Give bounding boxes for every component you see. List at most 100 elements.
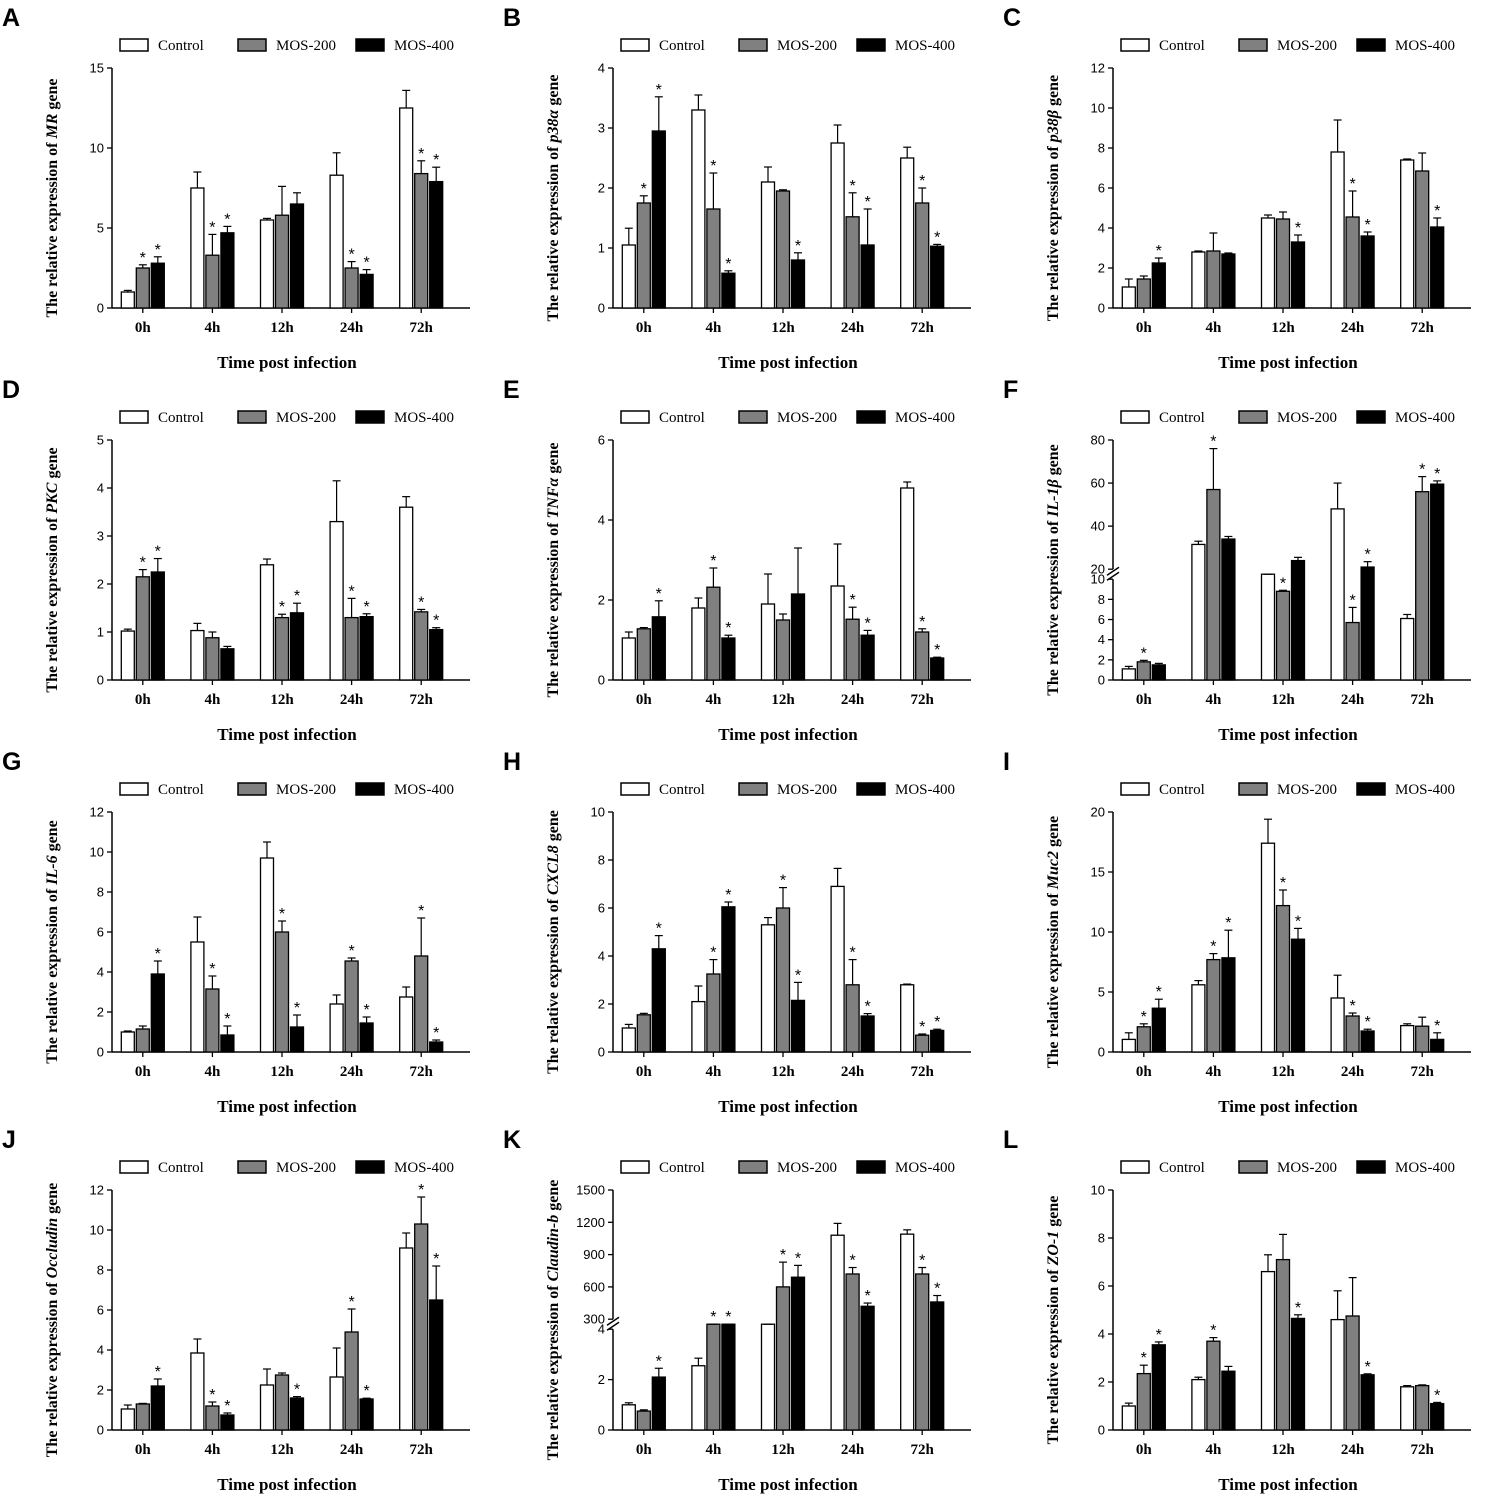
gene-name: Muc2 [1045,851,1062,890]
significance-star: * [849,178,855,195]
x-tick-label: 72h [410,320,434,336]
bar [830,142,845,309]
legend-label: MOS-400 [895,410,955,426]
x-tick-label: 12h [1271,692,1295,708]
legend-label: MOS-200 [1277,38,1337,54]
y-tick-label: 4 [97,481,104,496]
chart-panel-J: J Control MOS-200 MOS-400 0 2 4 6 8 10 12 The relat… [0,1122,500,1494]
x-axis-label: Time post infection [217,353,357,372]
bar [414,1223,429,1431]
y-axis-label: The relative expression of IL-6 gene [44,820,61,1063]
significance-star: * [224,1011,230,1028]
significance-star: * [209,961,215,978]
bar [721,637,736,681]
significance-star: * [348,1294,354,1311]
significance-star: * [1210,434,1216,451]
legend-label: Control [1159,782,1205,798]
y-label-prefix: The relative expression of [1045,142,1062,321]
bar [621,637,636,681]
y-tick-label: 0 [97,1423,104,1438]
legend-swatch [1238,410,1268,424]
significance-star: * [934,642,940,659]
bar [860,1305,875,1431]
chart-svg-I: I Control MOS-200 MOS-400 0 5 10 15 20 The relati… [1003,748,1471,1116]
significance-star: * [224,211,230,228]
significance-star: * [725,887,731,904]
bar [1360,566,1375,681]
y-label-prefix: The relative expression of [1045,889,1062,1068]
chart-panel-A: A Control MOS-200 MOS-400 0 5 10 15 The relative… [0,0,500,372]
bar [1121,286,1136,309]
x-tick-label: 72h [1411,320,1435,336]
x-tick-label: 0h [1136,320,1153,336]
bar [399,506,414,681]
x-tick-label: 24h [841,320,865,336]
gene-name: ZO-1 [1045,1231,1062,1267]
y-tick-label: 0 [97,301,104,316]
bar [721,906,736,1053]
legend-label: MOS-400 [394,410,454,426]
y-label-suffix: gene [545,810,562,845]
legend-label: Control [659,38,705,54]
y-axis: 0 5 10 15 20 [1091,805,1114,1060]
bar [1290,938,1306,1053]
y-label-suffix: gene [545,1180,562,1215]
significance-star: * [864,1288,870,1305]
bar [760,1323,776,1431]
bar [399,107,414,309]
panel-label: H [503,748,521,776]
bar [1121,1038,1136,1053]
legend-swatch [856,1160,886,1174]
significance-star: * [725,1309,731,1326]
bar [1206,1340,1221,1431]
y-label-prefix: The relative expression of [545,1281,562,1460]
y-tick-label: 8 [598,853,605,868]
y-tick-label: 2 [598,181,605,196]
significance-star: * [780,873,786,890]
x-tick-label: 24h [841,692,865,708]
significance-star: * [433,152,439,169]
x-tick-label: 12h [771,1442,795,1458]
bar [706,973,721,1053]
chart-panel-H: H Control MOS-200 MOS-400 0 2 4 6 8 10 The relativ… [501,744,1001,1116]
x-tick-label: 24h [1341,320,1365,336]
y-tick-label: 4 [598,61,605,76]
bar [1330,1318,1345,1431]
bar [1430,1402,1445,1431]
y-tick-label: 5 [97,433,104,448]
y-tick-label: 0 [1098,1423,1105,1438]
x-tick-label: 12h [771,1064,795,1080]
bar [399,996,414,1053]
significance-star: * [656,921,662,938]
y-label-suffix: gene [1045,1196,1062,1231]
x-tick-label: 72h [911,692,935,708]
bar [636,628,651,681]
significance-star: * [418,146,424,163]
significance-star: * [795,967,801,984]
significance-star: * [1364,547,1370,564]
x-tick-label: 4h [204,320,221,336]
chart-svg-A: A Control MOS-200 MOS-400 0 5 10 15 The relative… [2,4,470,372]
legend-swatch [738,38,768,52]
bar [651,948,666,1053]
x-tick-label: 0h [636,1442,653,1458]
significance-star: * [919,1253,925,1270]
bar [190,1352,205,1431]
legend-label: MOS-400 [394,1160,454,1176]
x-tick-label: 4h [705,1442,722,1458]
y-label-prefix: The relative expression of [44,514,61,693]
y-tick-label: 4 [97,1343,104,1358]
y-axis: 0 2 4 6 8 10 [1091,1183,1114,1438]
significance-star: * [363,255,369,272]
y-tick-label: 4 [1098,632,1105,647]
significance-star: * [795,1250,801,1267]
y-tick-label: 1500 [576,1183,605,1198]
significance-star: * [934,1281,940,1298]
bar [1151,262,1166,309]
y-label-suffix: gene [1045,816,1062,851]
bar [900,984,915,1053]
significance-star: * [795,238,801,255]
bar [190,187,205,309]
x-tick-label: 24h [1341,692,1365,708]
